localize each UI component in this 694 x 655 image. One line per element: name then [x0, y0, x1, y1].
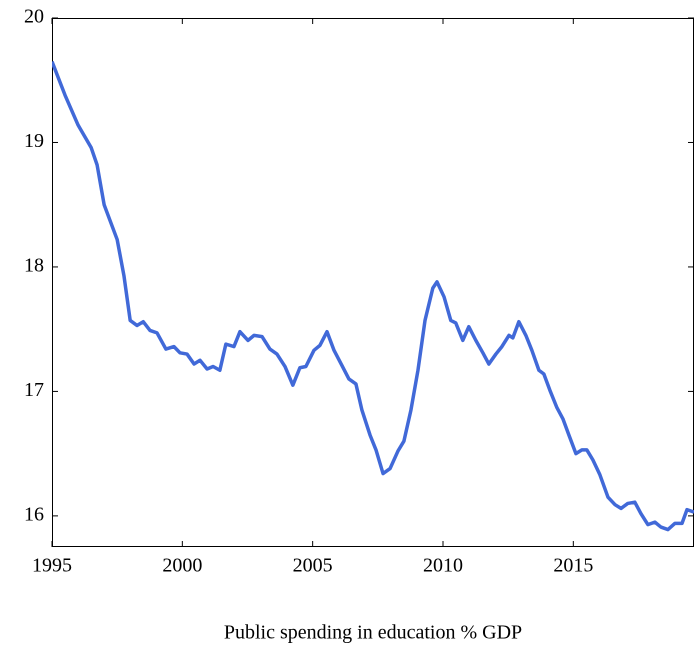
y-tick-label: 19: [24, 130, 44, 152]
y-tick-label: 16: [24, 503, 44, 525]
x-axis-label: Public spending in education % GDP: [224, 622, 522, 644]
data-line: [52, 60, 694, 532]
x-tick-label: 2000: [162, 555, 202, 577]
x-tick-label: 2015: [553, 555, 593, 577]
y-tick-label: 18: [24, 255, 44, 277]
x-tick-label: 2005: [293, 555, 333, 577]
y-tick-label: 20: [24, 6, 44, 28]
x-tick-label: 2010: [423, 555, 463, 577]
y-tick-label: 17: [24, 379, 44, 401]
x-tick-label: 1995: [32, 555, 72, 577]
